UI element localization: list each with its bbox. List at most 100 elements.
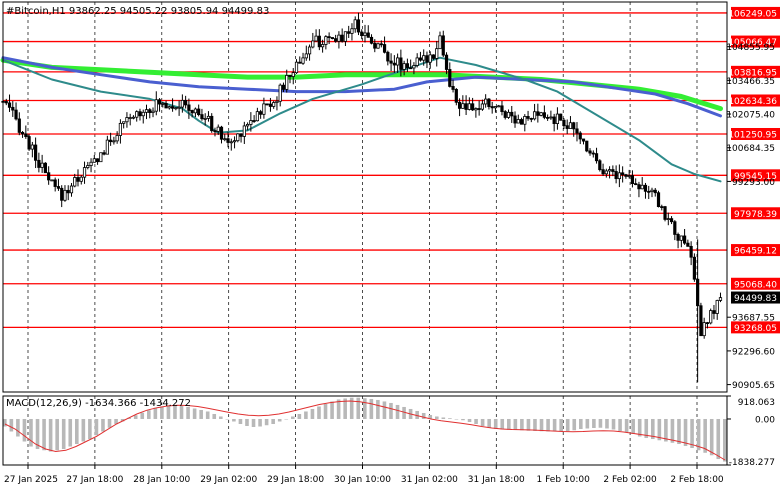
macd-hist-bar <box>297 413 302 419</box>
candle-body <box>467 103 471 110</box>
macd-hist-bar <box>448 418 452 419</box>
candle-body <box>555 113 560 124</box>
candle-body <box>673 221 677 235</box>
macd-hist-bar <box>271 418 275 424</box>
macd-hist-bar <box>317 406 321 419</box>
candle-body <box>409 67 413 70</box>
candle-body <box>484 98 488 105</box>
candle-body <box>330 37 334 40</box>
candle-body <box>379 43 383 46</box>
macd-hist-bar <box>107 418 112 428</box>
candle-body <box>109 139 113 143</box>
candle-body <box>321 44 325 48</box>
candle-body <box>519 119 524 125</box>
time-tick-label: 31 Jan 02:00 <box>401 475 458 485</box>
macd-hist-bar <box>565 418 570 431</box>
candle-body <box>340 34 344 42</box>
candle-body <box>151 110 155 113</box>
candle-body <box>718 297 723 301</box>
macd-hist-bar <box>703 418 707 453</box>
candle-body <box>435 48 439 59</box>
candle-body <box>412 65 416 69</box>
level-label: 93268.05 <box>734 324 777 334</box>
candle-body <box>425 55 429 63</box>
level-label: 95068.40 <box>734 280 777 290</box>
candle-body <box>363 32 367 37</box>
candle-body <box>559 113 563 121</box>
candle-body <box>607 169 612 172</box>
price-tick-label: 93687.55 <box>732 314 775 324</box>
macd-hist-bar <box>461 418 465 421</box>
candle-body <box>712 310 716 314</box>
macd-hist-bar <box>166 405 171 419</box>
candle-body <box>219 126 224 140</box>
candle-body <box>17 118 21 133</box>
time-tick-label: 1 Feb 10:00 <box>537 475 591 485</box>
candle-body <box>572 122 576 130</box>
candle-body <box>89 161 93 166</box>
candle-body <box>647 190 651 193</box>
macd-hist-bar <box>572 418 577 431</box>
candle-body <box>373 42 377 49</box>
macd-hist-bar <box>153 407 158 419</box>
candle-body <box>278 84 282 102</box>
macd-hist-bar <box>127 417 131 419</box>
level-label: 102634.36 <box>728 97 777 107</box>
macd-hist-bar <box>238 418 243 424</box>
macd-hist-bar <box>284 418 289 420</box>
level-label-box <box>731 127 780 140</box>
macd-hist-bar <box>291 416 295 419</box>
macd-hist-bar <box>68 418 73 447</box>
macd-hist-bar <box>101 418 105 432</box>
candle-body <box>568 122 573 129</box>
macd-hist-bar <box>120 418 125 422</box>
macd-signal-line <box>4 400 726 461</box>
candle-body <box>262 103 266 115</box>
macd-hist-bar <box>330 401 334 419</box>
price-tick-label: 102075.40 <box>726 111 775 121</box>
candle-body <box>523 116 527 125</box>
macd-hist-bar <box>421 412 426 419</box>
candle-body <box>702 322 706 337</box>
macd-hist-bar <box>487 418 491 428</box>
macd-hist-bar <box>264 418 269 426</box>
macd-hist-bar <box>251 418 256 427</box>
macd-hist-bar <box>507 418 511 430</box>
candle-body <box>200 114 204 120</box>
candle-body <box>37 159 41 168</box>
macd-hist-bar <box>546 418 550 432</box>
candle-body <box>27 136 31 150</box>
candle-body <box>79 176 83 182</box>
level-label-box <box>731 321 780 334</box>
candle-body <box>184 99 188 106</box>
candle-body <box>249 120 253 125</box>
candle-body <box>669 218 674 223</box>
level-label-box <box>731 277 780 290</box>
candle-body <box>640 184 644 190</box>
macd-hist-bar <box>48 418 53 452</box>
macd-hist-bar <box>114 418 118 424</box>
candle-body <box>663 206 667 220</box>
macd-tick-label: -1838.277 <box>729 458 775 468</box>
candle-body <box>197 108 201 116</box>
candle-body <box>493 106 498 109</box>
candle-body <box>487 98 491 107</box>
candle-body <box>513 115 517 124</box>
macd-hist-bar <box>94 418 99 436</box>
candle-body <box>624 174 628 177</box>
candle-body <box>324 36 328 45</box>
time-tick-label: 2 Feb 18:00 <box>670 475 724 485</box>
candle-body <box>392 62 396 66</box>
candle-body <box>259 111 263 115</box>
level-label: 105066.47 <box>728 38 777 48</box>
candle-body <box>643 184 648 192</box>
candle-body <box>578 132 582 140</box>
macd-hist-bar <box>428 414 433 419</box>
candle-body <box>190 110 194 114</box>
candle-body <box>164 103 168 109</box>
macd-hist-bar <box>140 412 145 419</box>
macd-hist-bar <box>435 416 439 419</box>
candle-body <box>135 111 139 118</box>
candle-body <box>542 112 546 118</box>
